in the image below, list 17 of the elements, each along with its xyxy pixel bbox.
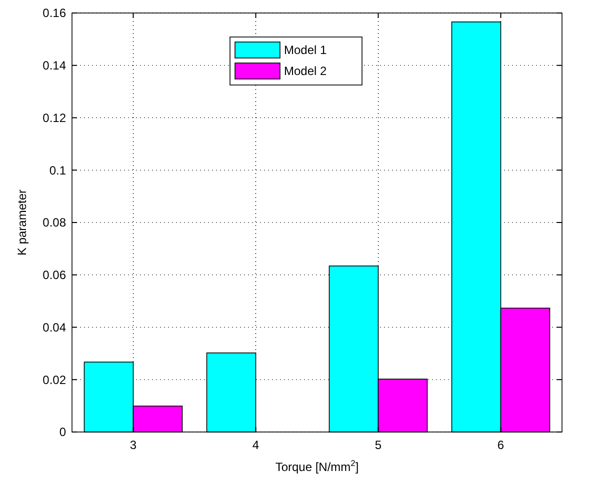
x-tick-label: 6 [497, 438, 504, 452]
x-tick-label: 5 [374, 438, 382, 452]
x-axis-title: Torque [N/mm$^{2}$] [275, 458, 359, 474]
y-tick-label: 0.06 [42, 268, 66, 282]
y-tick-label: 0.16 [42, 6, 66, 20]
y-tick-label: 0.1 [49, 163, 66, 178]
y-axis-title: K parameter [15, 189, 29, 256]
x-tick-label: 3 [130, 438, 137, 452]
y-tick-label: 0.08 [42, 216, 66, 230]
y-tick-label: 0.02 [42, 372, 66, 387]
y-tick-label: 0 [59, 425, 66, 440]
y-tick-label: 0.12 [42, 110, 66, 125]
y-tick-label: 0.14 [42, 58, 66, 73]
legend-label: Model 1 [284, 43, 328, 58]
y-tick-label: 0.04 [42, 320, 66, 334]
legend-label: Model 2 [284, 64, 328, 78]
x-tick-label: 4 [252, 438, 260, 452]
